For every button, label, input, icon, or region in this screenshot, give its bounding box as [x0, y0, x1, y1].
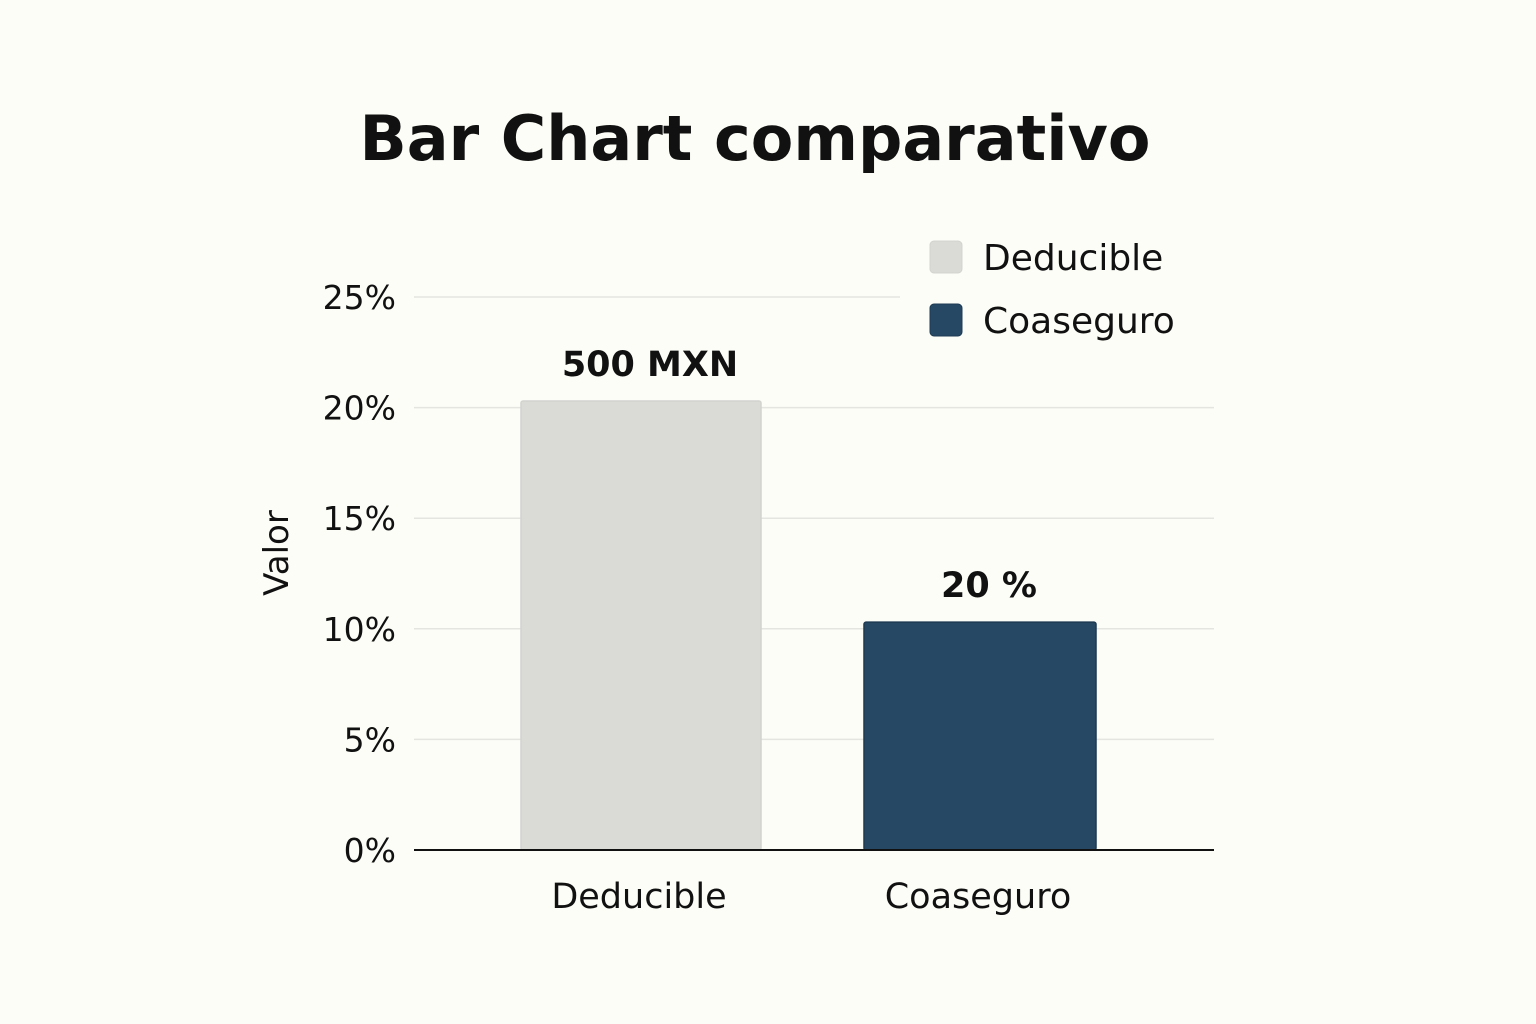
- y-tick-label: 20%: [323, 389, 396, 428]
- bars: [520, 400, 1097, 851]
- y-tick-label: 25%: [323, 278, 396, 317]
- y-tick-label: 15%: [323, 499, 396, 538]
- chart-title: Bar Chart comparativo: [359, 102, 1150, 175]
- data-label-deducible: 500 MXN: [562, 345, 738, 385]
- legend-swatch-deducible: [929, 240, 963, 274]
- bar-coaseguro: [863, 621, 1097, 851]
- y-tick-label: 0%: [344, 831, 396, 870]
- legend: Deducible Coaseguro: [929, 238, 1175, 342]
- x-axis-ticks: Deducible Coaseguro: [551, 877, 1071, 917]
- legend-label-coaseguro: Coaseguro: [983, 301, 1175, 342]
- data-labels: 500 MXN 20 %: [562, 345, 1037, 606]
- bar-deducible: [520, 400, 762, 851]
- x-tick-label: Coaseguro: [885, 877, 1072, 917]
- y-axis-ticks: 0% 5% 10% 15% 20% 25%: [323, 278, 396, 870]
- x-tick-label: Deducible: [551, 877, 726, 917]
- y-tick-label: 10%: [323, 610, 396, 649]
- y-axis-label: Valor: [257, 510, 297, 596]
- legend-swatch-coaseguro: [929, 303, 963, 337]
- data-label-coaseguro: 20 %: [941, 566, 1037, 606]
- y-tick-label: 5%: [344, 720, 396, 759]
- legend-label-deducible: Deducible: [983, 238, 1163, 279]
